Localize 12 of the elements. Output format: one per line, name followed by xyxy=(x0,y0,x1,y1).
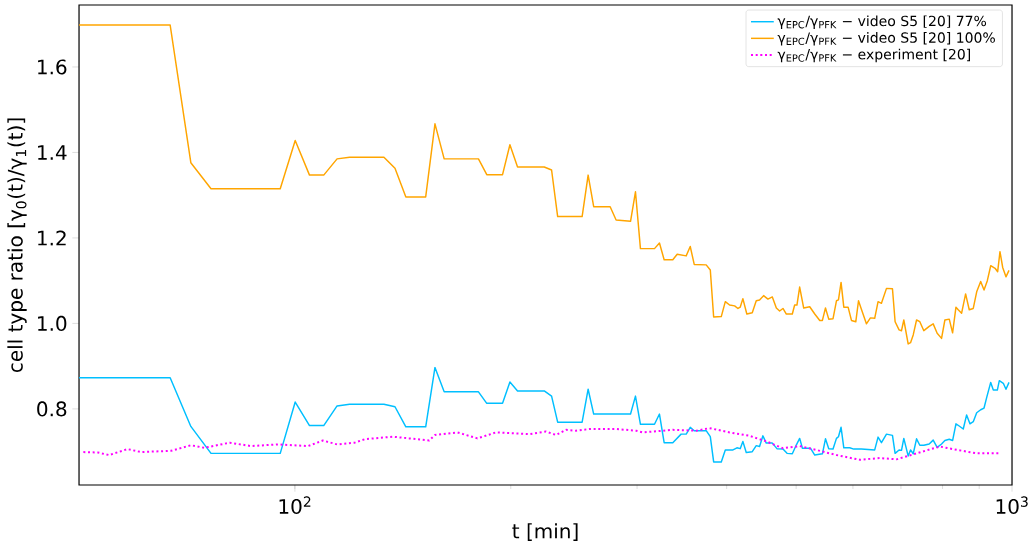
y-tick-label: 1.6 xyxy=(38,59,67,75)
y-axis-title: cell type ratio [γ$_{0}$(t)/γ$_{1}$(t)] xyxy=(7,118,27,373)
y-tick-label: 1.0 xyxy=(38,315,67,331)
legend-label: γ$_{EPC}$/γ$_{PFK}$ − experiment [20] xyxy=(777,48,970,63)
legend-label: γ$_{EPC}$/γ$_{PFK}$ − video S5 [20] 77% xyxy=(777,15,987,29)
x-axis-title: t [min] xyxy=(512,523,578,541)
x-tick-label: 10$^{3}$ xyxy=(996,496,1028,515)
x-tick-label: 10$^{2}$ xyxy=(279,496,311,515)
legend-label: γ$_{EPC}$/γ$_{PFK}$ − video S5 [20] 100% xyxy=(777,32,995,46)
y-tick-label: 1.4 xyxy=(38,145,67,160)
y-tick-label: 1.2 xyxy=(38,230,66,246)
y-tick-label: 0.8 xyxy=(37,401,67,417)
